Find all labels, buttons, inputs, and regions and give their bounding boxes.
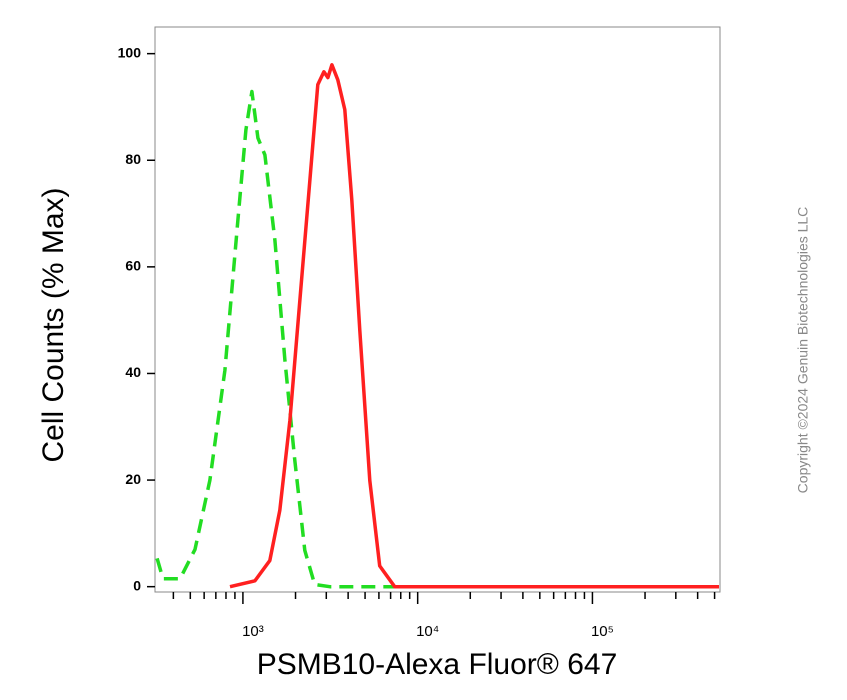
copyright: Copyright ©2024 Genuin Biotechnologies L… [795,207,811,494]
plot-frame [154,26,721,593]
y-tick-label: 100 [118,44,142,60]
y-tick-label: 20 [125,471,141,487]
y-tick-label: 80 [125,151,141,167]
y-axis-title: Cell Counts (% Max) [37,187,70,462]
histogram-line [229,63,719,589]
x-tick-label: 10³ [242,623,264,640]
y-tick-label: 0 [133,577,141,593]
x-tick-label: 10⁵ [591,623,614,640]
y-tick-label: 60 [125,258,141,274]
x-tick-label: 10⁴ [416,623,439,640]
y-tick-label: 40 [125,364,141,380]
histogram-line [155,89,400,589]
x-axis-title: PSMB10-Alexa Fluor® 647 [257,648,618,681]
